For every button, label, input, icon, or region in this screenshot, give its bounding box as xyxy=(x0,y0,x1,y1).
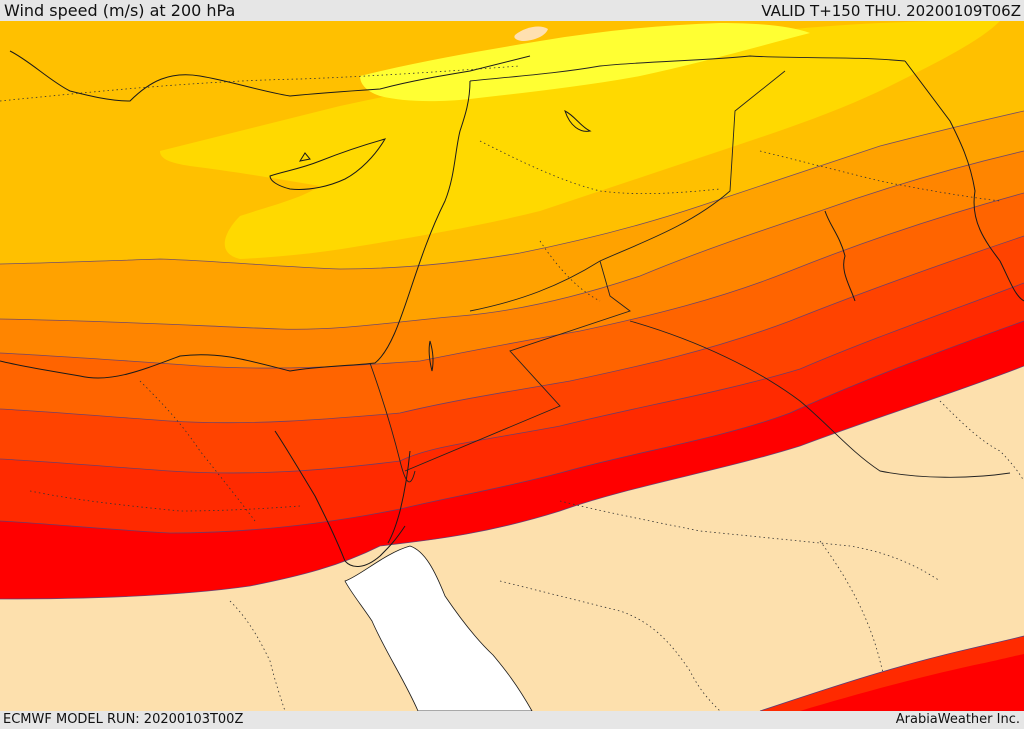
title-bar: Wind speed (m/s) at 200 hPa VALID T+150 … xyxy=(0,0,1024,21)
contour-line xyxy=(0,110,1024,270)
contour-line xyxy=(0,235,1024,424)
admin-boundary xyxy=(939,400,1024,482)
admin-boundaries xyxy=(0,65,1024,711)
admin-boundary xyxy=(499,580,721,711)
contour-line xyxy=(0,192,1024,369)
gulf-of-suez xyxy=(274,430,346,562)
dead-sea xyxy=(428,340,434,372)
admin-boundary xyxy=(759,150,1001,202)
southeast-jet-band xyxy=(800,654,1024,711)
contour-line xyxy=(759,635,1024,711)
admin-boundary xyxy=(229,600,286,711)
border-line xyxy=(404,260,631,472)
wind-speed-map xyxy=(0,21,1024,711)
contour-line xyxy=(0,282,1024,474)
contour-line xyxy=(0,320,1024,534)
borders xyxy=(369,55,1011,483)
wind-band-2 xyxy=(160,21,1000,259)
kuwait-bahrain-coast xyxy=(824,210,856,302)
admin-boundary xyxy=(0,65,521,102)
persian-gulf-coast xyxy=(904,60,1024,302)
cyprus-island xyxy=(269,138,387,190)
footer-bar: ECMWF MODEL RUN: 20200103T00Z ArabiaWeat… xyxy=(0,711,1024,729)
wind-contours xyxy=(0,110,1024,600)
border-line xyxy=(469,55,906,82)
valid-time: VALID T+150 THU. 20200109T06Z xyxy=(761,2,1021,20)
border-line xyxy=(469,70,786,312)
mediterranean-coast xyxy=(0,80,471,379)
admin-boundary xyxy=(819,540,896,711)
wind-band-1 xyxy=(360,23,810,102)
east-med-islands xyxy=(298,110,592,162)
red-sea xyxy=(344,545,533,711)
map-title: Wind speed (m/s) at 200 hPa xyxy=(4,1,236,20)
credit-label: ArabiaWeather Inc. xyxy=(895,712,1020,727)
map-area xyxy=(0,21,1024,711)
contour-line xyxy=(0,150,1024,330)
north-coast xyxy=(9,50,531,102)
coastlines xyxy=(0,50,1024,567)
gulf-of-aqaba xyxy=(387,450,411,544)
model-run-label: ECMWF MODEL RUN: 20200103T00Z xyxy=(3,712,244,727)
contour-line xyxy=(0,365,1024,600)
sinai-coast xyxy=(344,525,406,567)
border-line xyxy=(369,362,416,483)
wind-band-core xyxy=(514,26,548,41)
border-line xyxy=(629,320,1011,478)
admin-boundary xyxy=(479,140,721,195)
